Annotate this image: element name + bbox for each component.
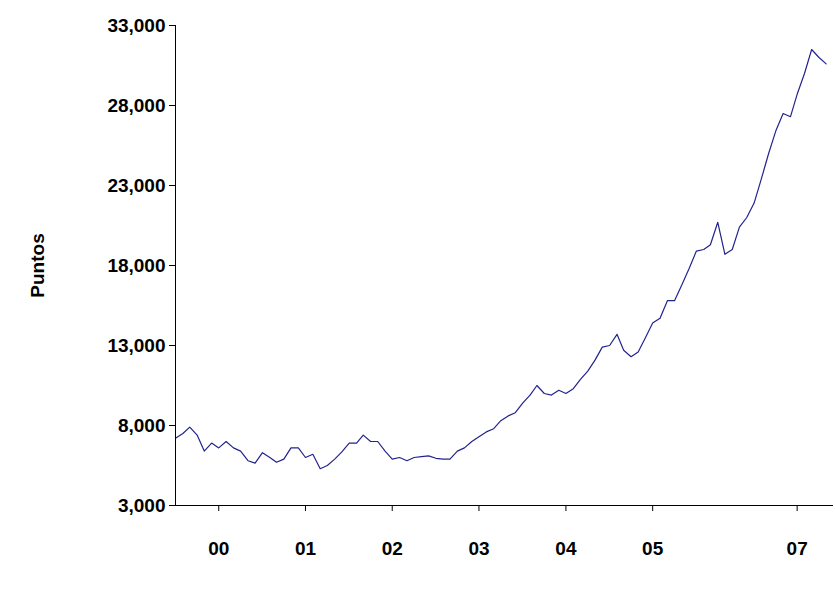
svg-text:3,000: 3,000: [118, 495, 166, 516]
svg-text:33,000: 33,000: [107, 15, 165, 36]
svg-text:13,000: 13,000: [107, 335, 165, 356]
svg-text:00: 00: [208, 538, 229, 559]
svg-text:03: 03: [468, 538, 489, 559]
svg-text:07: 07: [787, 538, 808, 559]
svg-text:02: 02: [382, 538, 403, 559]
svg-text:18,000: 18,000: [107, 255, 165, 276]
svg-text:05: 05: [642, 538, 664, 559]
svg-text:01: 01: [295, 538, 317, 559]
svg-text:04: 04: [555, 538, 577, 559]
svg-text:28,000: 28,000: [107, 95, 165, 116]
svg-text:8,000: 8,000: [118, 415, 166, 436]
svg-text:Puntos: Puntos: [27, 233, 48, 297]
svg-text:23,000: 23,000: [107, 175, 165, 196]
